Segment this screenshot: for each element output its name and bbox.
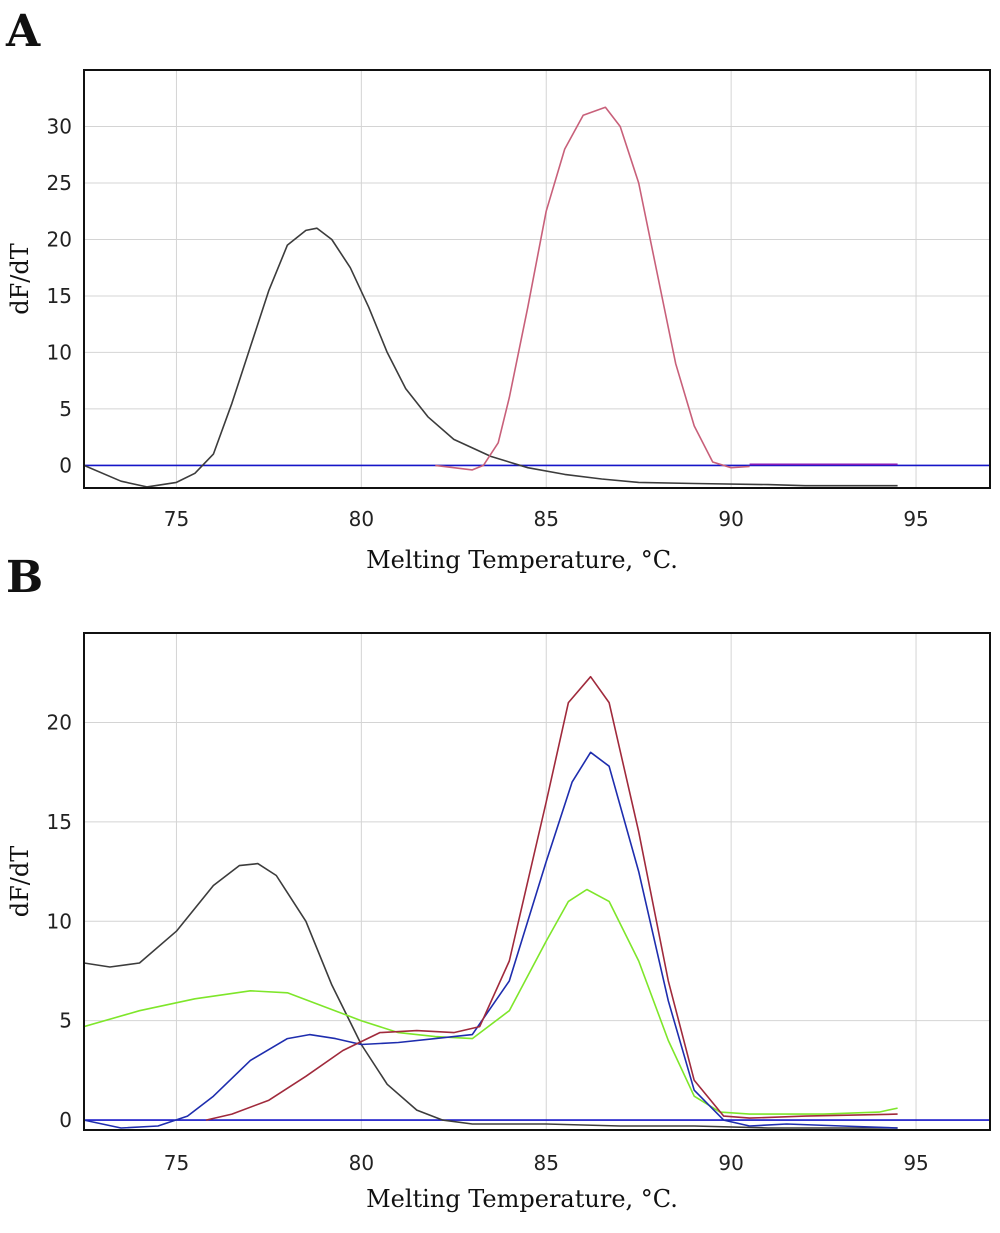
x-axis-title: Melting Temperature, °C. — [366, 1185, 678, 1213]
panel-a: 75 80 85 90 95 0 5 10 15 20 25 30 Melting Temperatur… — [5, 6, 991, 574]
series-line-1 — [84, 227, 898, 488]
panel-b: 75 80 85 90 95 0 5 10 15 20 Melting Temperature, °… — [6, 552, 991, 1213]
y-tick-label: 0 — [59, 1108, 72, 1132]
y-tick-label: 20 — [47, 710, 72, 734]
x-tick-label: 80 — [349, 1151, 374, 1175]
series-line-4 — [205, 675, 898, 1121]
panel-label: A — [5, 6, 41, 57]
y-tick-label: 10 — [47, 340, 72, 364]
x-tick-label: 95 — [903, 1151, 928, 1175]
y-tick-label: 0 — [59, 453, 72, 477]
y-axis-title: dF/dT — [6, 243, 34, 314]
x-tick-label: 90 — [718, 507, 743, 531]
x-tick-label: 80 — [349, 507, 374, 531]
y-tick-label: 10 — [47, 909, 72, 933]
x-tick-label: 75 — [164, 507, 189, 531]
plot-area — [84, 70, 990, 488]
x-tick-label: 85 — [534, 507, 559, 531]
y-tick-label: 5 — [59, 397, 72, 421]
y-tick-label: 15 — [47, 810, 72, 834]
plot-area — [84, 633, 990, 1130]
y-tick-label: 5 — [59, 1009, 72, 1033]
series-line-2 — [84, 888, 898, 1115]
plot-frame — [83, 69, 991, 489]
panel-label: B — [6, 552, 43, 603]
y-tick-label: 30 — [47, 114, 72, 138]
y-tick-label: 15 — [47, 284, 72, 308]
series-group — [84, 675, 898, 1129]
x-tick-label: 85 — [534, 1151, 559, 1175]
series-group — [84, 106, 898, 488]
x-tick-label: 75 — [164, 1151, 189, 1175]
y-tick-label: 20 — [47, 227, 72, 251]
series-line-2 — [435, 106, 750, 471]
y-axis-title: dF/dT — [6, 846, 34, 917]
y-tick-label: 25 — [47, 171, 72, 195]
x-tick-label: 95 — [903, 507, 928, 531]
plot-frame — [83, 632, 991, 1131]
x-axis-title: Melting Temperature, °C. — [366, 546, 678, 574]
x-tick-label: 90 — [718, 1151, 743, 1175]
series-line-3 — [84, 751, 898, 1129]
